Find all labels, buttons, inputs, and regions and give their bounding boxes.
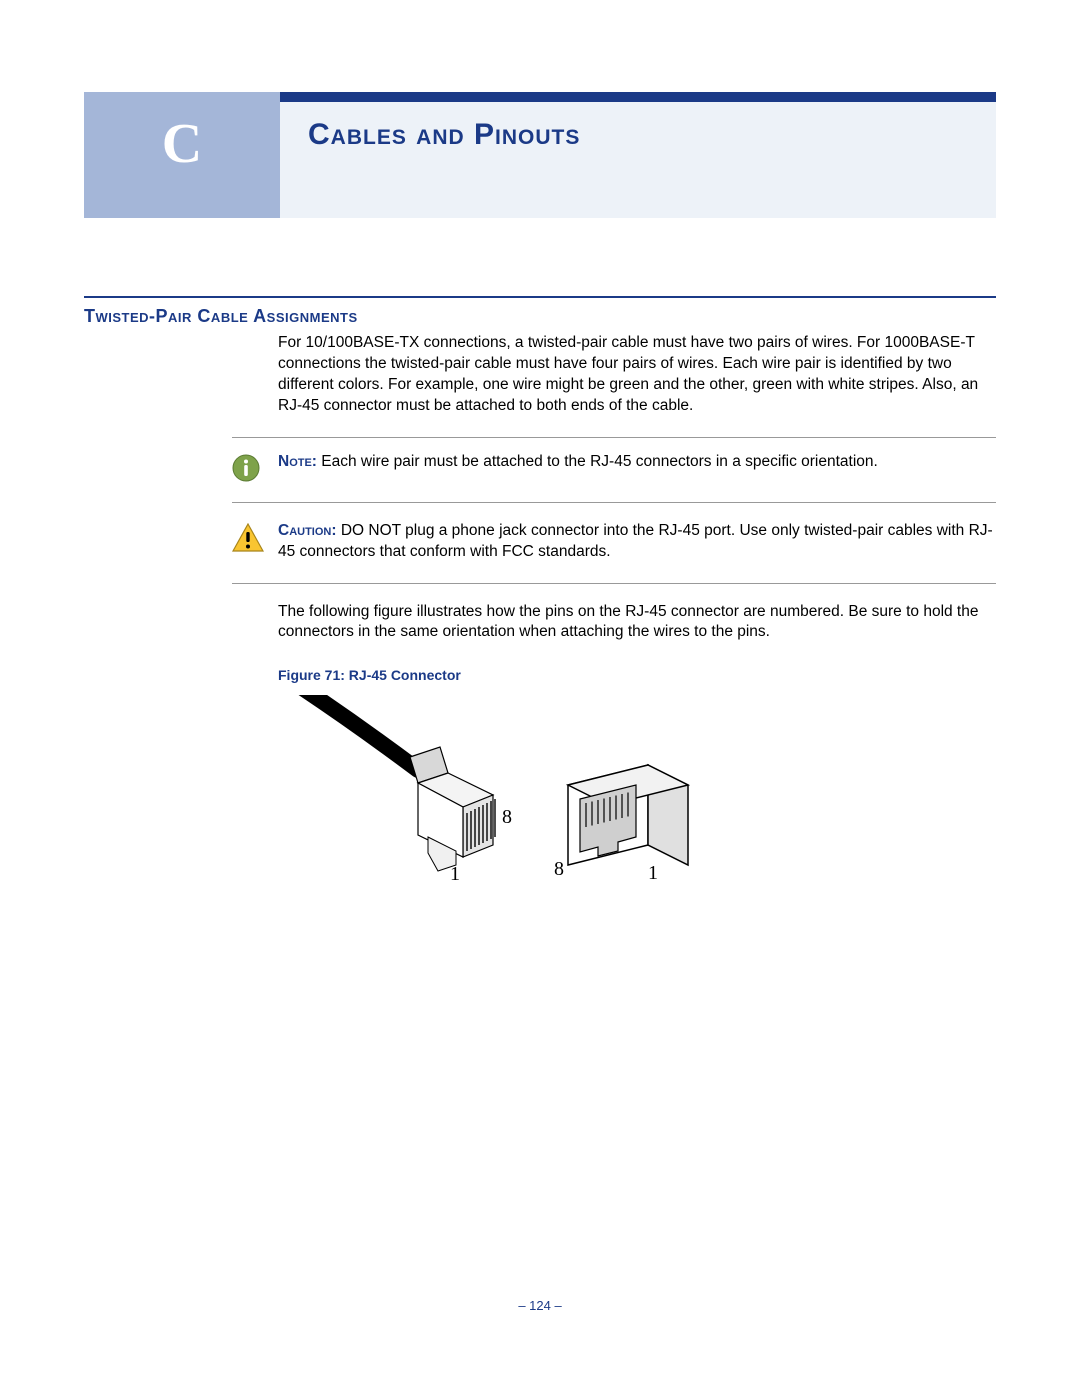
caution-label: Caution:: [278, 522, 337, 539]
note-callout: Note: Each wire pair must be attached to…: [232, 452, 996, 482]
note-rule-top: [232, 437, 996, 438]
plug-pin8-label: 8: [502, 806, 512, 828]
figure-rj45: 8 1: [278, 695, 996, 895]
info-icon: [232, 452, 278, 482]
caution-text: Caution: DO NOT plug a phone jack connec…: [278, 521, 996, 563]
chapter-title-box: Cables and Pinouts: [280, 92, 996, 218]
caution-body: DO NOT plug a phone jack connector into …: [278, 522, 993, 560]
rj45-plug-drawing: [298, 695, 495, 871]
intro-text: For 10/100BASE-TX connections, a twisted…: [278, 333, 996, 417]
note-rule-bottom: [232, 502, 996, 503]
note-text: Note: Each wire pair must be attached to…: [278, 452, 996, 473]
rj45-jack-drawing: [568, 765, 688, 865]
plug-pin1-label: 1: [450, 863, 460, 885]
section-rule: [84, 296, 996, 298]
chapter-letter: C: [162, 112, 202, 176]
section-heading: Twisted-Pair Cable Assignments: [84, 306, 996, 327]
chapter-header: C Cables and Pinouts: [84, 92, 996, 218]
jack-pin8-label: 8: [554, 858, 564, 880]
figure-caption: Figure 71: RJ-45 Connector: [278, 667, 996, 683]
caution-rule-bottom: [232, 583, 996, 584]
intro-block: For 10/100BASE-TX connections, a twisted…: [278, 333, 996, 417]
caution-callout: Caution: DO NOT plug a phone jack connec…: [232, 521, 996, 563]
para2-block: The following figure illustrates how the…: [278, 602, 996, 644]
page-content: Twisted-Pair Cable Assignments For 10/10…: [84, 296, 996, 895]
jack-pin1-label: 1: [648, 862, 658, 884]
chapter-title: Cables and Pinouts: [308, 118, 580, 152]
chapter-letter-box: C: [84, 92, 280, 218]
note-body: Each wire pair must be attached to the R…: [317, 453, 878, 470]
para2-text: The following figure illustrates how the…: [278, 602, 996, 644]
page-number: – 124 –: [0, 1298, 1080, 1313]
warning-icon: [232, 521, 278, 553]
note-label: Note:: [278, 453, 317, 470]
